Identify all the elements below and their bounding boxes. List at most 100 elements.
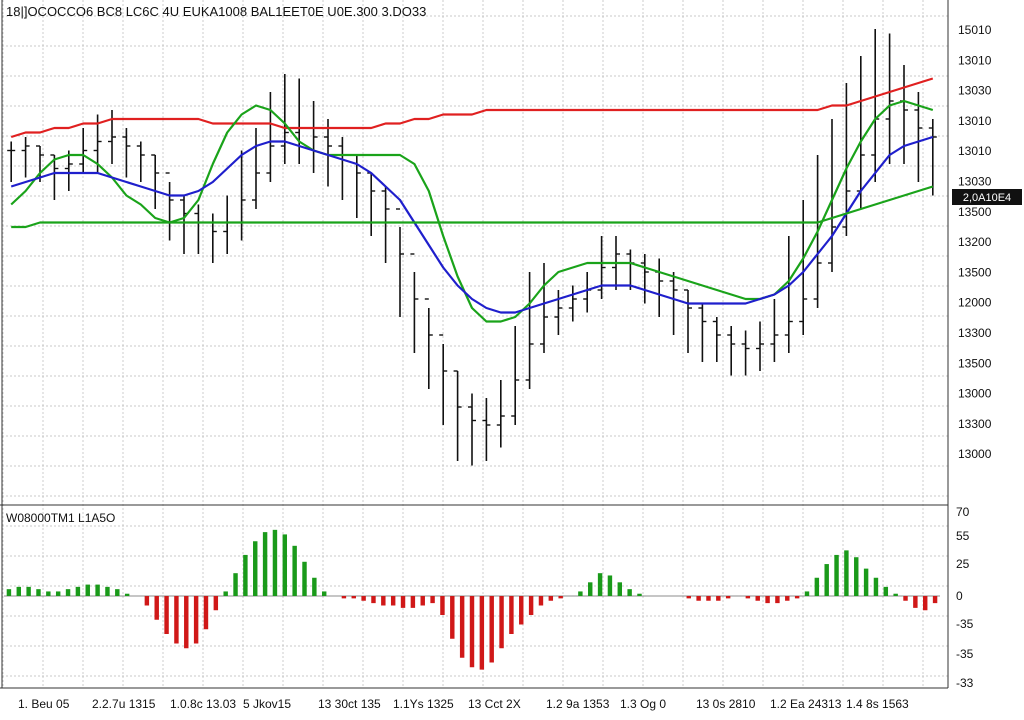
histogram-bar	[184, 596, 189, 649]
histogram-bar	[489, 596, 494, 663]
time-axis-label: 1.0.8c 13.03	[170, 697, 236, 711]
time-axis-label: 13 30ct 135	[318, 697, 381, 711]
price-axis-label: 13500	[958, 265, 992, 279]
histogram-bar	[193, 596, 199, 644]
frame-layer	[0, 0, 949, 689]
histogram-bar	[854, 557, 859, 596]
price-axis-label: 13500	[958, 205, 992, 219]
histogram-bar	[893, 593, 898, 596]
time-axis-label: 2.2.7u 1315	[92, 697, 156, 711]
price-axis-label: 13010	[958, 144, 992, 158]
oscillator-axis-label: 70	[956, 505, 970, 519]
histogram-bar	[528, 596, 534, 615]
header-area: 18|]OCOCCO6 BC8 LC6C 4U EUKA1008 BAL1EET…	[6, 4, 426, 525]
price-axis-label: 13030	[958, 84, 992, 98]
histogram-bar	[627, 589, 632, 596]
time-axis-label: 1. Beu 05	[18, 697, 70, 711]
time-axis-label: 1.1Ys 1325	[393, 697, 454, 711]
histogram-bar	[824, 564, 829, 596]
time-axis-label: 5 Jkov15	[243, 697, 291, 711]
histogram-bar	[154, 596, 159, 620]
histogram-bar	[272, 529, 278, 596]
histogram-bar	[312, 577, 317, 596]
histogram-bar	[55, 591, 61, 596]
oscillator-axis-label: 25	[956, 557, 970, 571]
histogram-bar	[282, 534, 288, 596]
oscillator-axis-label: 0	[956, 589, 963, 603]
time-axis-label: 1.4 8s 1563	[846, 697, 909, 711]
histogram-bar	[203, 596, 209, 630]
time-axis-label: 13 0s 2810	[696, 697, 756, 711]
price-axis-label: 13000	[958, 387, 992, 401]
histogram-bar	[686, 596, 691, 599]
histogram-bar	[509, 596, 514, 634]
histogram-bar	[400, 596, 406, 608]
oscillator-panel	[4, 529, 940, 670]
histogram-bar	[115, 589, 120, 596]
histogram-bar	[174, 596, 179, 644]
histogram-bar	[321, 591, 327, 596]
histogram-bar	[716, 596, 721, 601]
histogram-bar	[253, 541, 258, 596]
time-axis-label: 13 Cct 2X	[468, 697, 521, 711]
histogram-bar	[588, 582, 593, 596]
price-axis-label: 13300	[958, 326, 992, 340]
histogram-bar	[637, 593, 642, 596]
histogram-bar	[351, 596, 356, 599]
histogram-bar	[65, 589, 71, 596]
price-axis-label: 13030	[958, 175, 992, 189]
histogram-bar	[706, 596, 711, 601]
price-axis-label: 15010	[958, 23, 992, 37]
histogram-bar	[341, 596, 347, 599]
histogram-bar	[469, 596, 475, 668]
chart-title: 18|]OCOCCO6 BC8 LC6C 4U EUKA1008 BAL1EET…	[6, 4, 426, 19]
histogram-bar	[213, 596, 219, 611]
histogram-bar	[243, 554, 248, 596]
histogram-bar	[794, 596, 800, 599]
histogram-bar	[607, 575, 613, 596]
histogram-bar	[775, 596, 780, 604]
histogram-bar	[26, 586, 31, 596]
histogram-bar	[440, 596, 445, 615]
histogram-bar	[46, 591, 51, 596]
histogram-bar	[292, 545, 297, 596]
histogram-bar	[696, 596, 701, 601]
oscillator-axis-label: -35	[956, 647, 974, 661]
histogram-bar	[873, 577, 879, 596]
histogram-bar	[420, 596, 425, 606]
oscillator-axis-label: -35	[956, 617, 974, 631]
histogram-bar	[834, 554, 839, 596]
histogram-bar	[381, 596, 386, 606]
histogram-bar	[144, 596, 150, 606]
price-panel	[7, 29, 937, 466]
histogram-bar	[755, 596, 760, 601]
histogram-bar	[75, 586, 81, 596]
histogram-bar	[105, 586, 110, 596]
histogram-bar	[519, 596, 524, 625]
time-axis-label: 1.2 Ea 24313	[770, 697, 842, 711]
histogram-bar	[16, 586, 21, 596]
histogram-bar	[883, 586, 889, 596]
histogram-bar	[233, 573, 238, 596]
indicator-label: W08000TM1 L1A5O	[6, 511, 115, 525]
histogram-bar	[36, 589, 41, 596]
histogram-bar	[597, 573, 603, 596]
time-axis-label: 1.2 9a 1353	[546, 697, 610, 711]
histogram-bar	[164, 596, 169, 634]
histogram-bar	[262, 532, 268, 596]
histogram-bar	[95, 584, 100, 596]
histogram-bar	[371, 596, 376, 604]
price-axis-label: 13200	[958, 235, 992, 249]
histogram-bar	[814, 577, 820, 596]
oscillator-axis-label: 55	[956, 529, 970, 543]
histogram-bar	[923, 596, 928, 611]
price-axis-label: 13010	[958, 53, 992, 67]
histogram-bar	[410, 596, 416, 608]
histogram-bar	[6, 589, 12, 596]
ma-line-green-1	[10, 99, 934, 323]
histogram-bar	[459, 596, 465, 658]
histogram-bar	[548, 596, 554, 601]
histogram-bar	[617, 582, 623, 596]
